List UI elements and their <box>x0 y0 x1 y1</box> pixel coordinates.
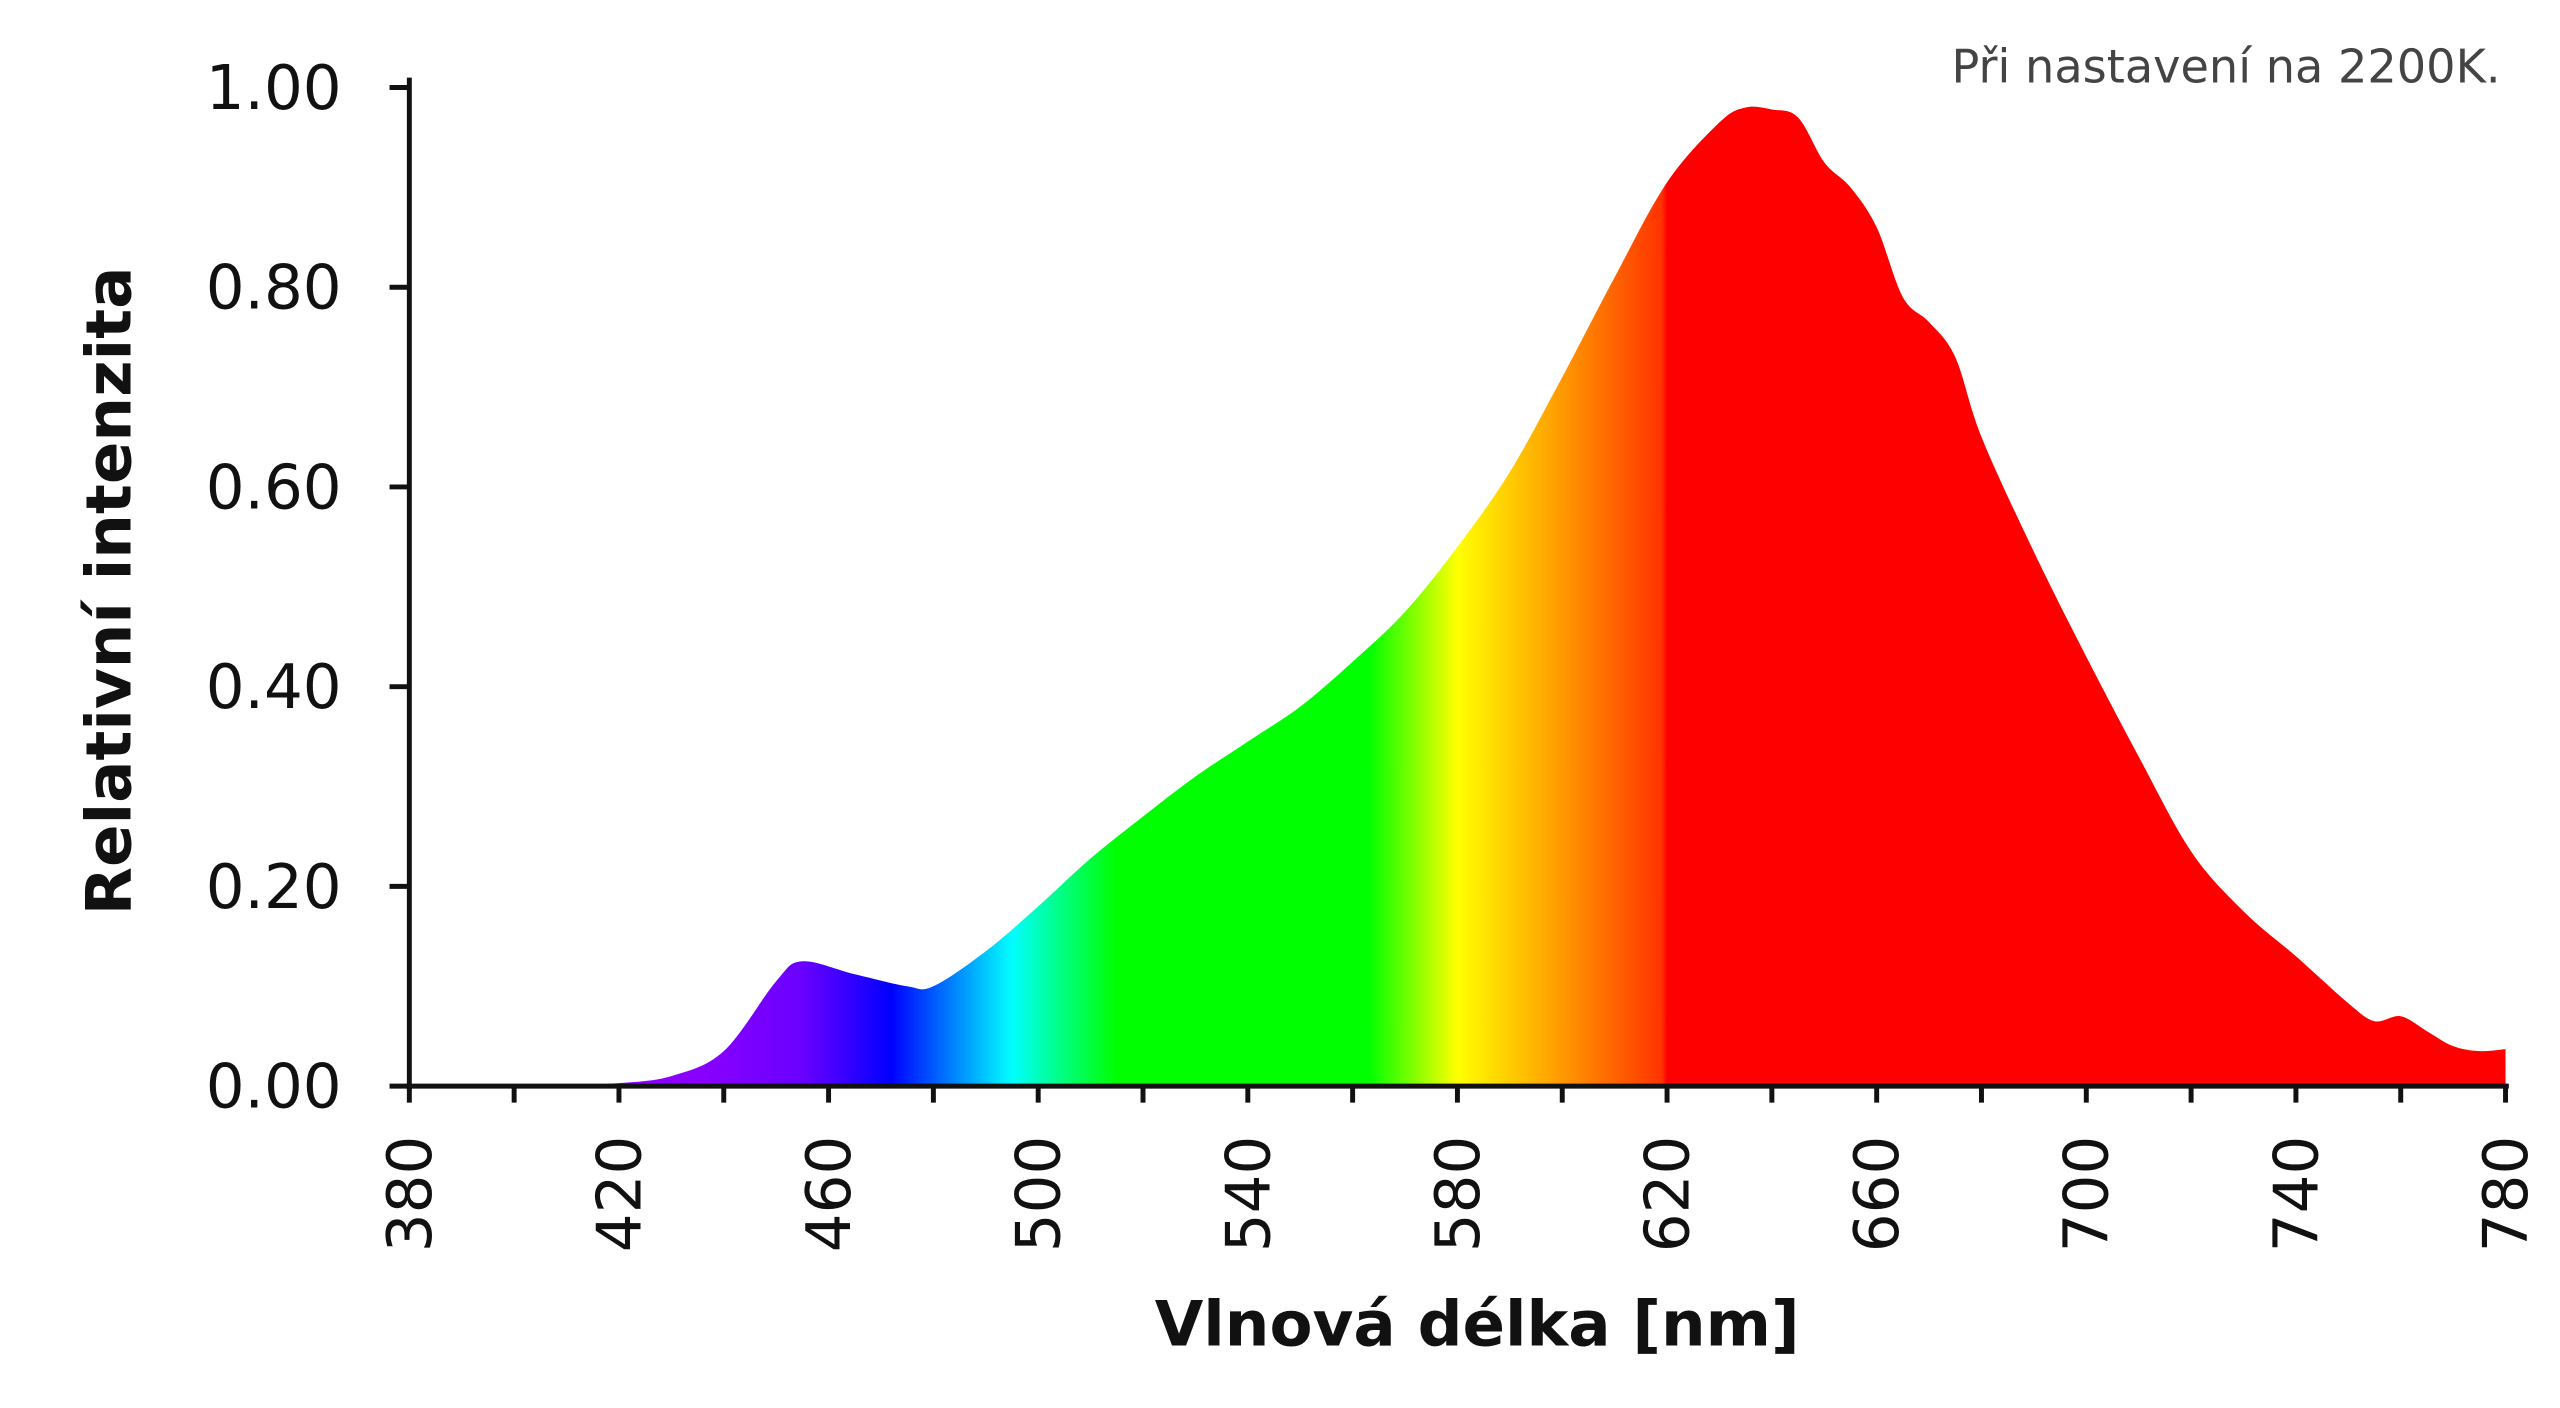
y-tick-label: 0.20 <box>206 852 342 923</box>
y-tick-label: 0.00 <box>206 1052 342 1123</box>
spectrum-area <box>409 106 2506 1087</box>
x-tick-label: 420 <box>584 1136 655 1253</box>
x-axis-title: Vlnová délka [nm] <box>1155 1287 1800 1360</box>
x-tick-label: 740 <box>2261 1136 2332 1253</box>
y-tick-label: 0.40 <box>206 652 342 723</box>
x-tick-label: 460 <box>794 1136 865 1253</box>
y-tick-label: 0.60 <box>206 452 342 523</box>
x-tick-label: 380 <box>375 1136 446 1253</box>
y-tick-label: 0.80 <box>206 253 342 324</box>
x-tick-label: 580 <box>1423 1136 1494 1253</box>
x-tick-label: 660 <box>1842 1136 1913 1253</box>
y-tick-label: 1.00 <box>206 53 342 124</box>
x-tick-label: 620 <box>1633 1136 1704 1253</box>
x-tick-label: 500 <box>1004 1136 1075 1253</box>
x-tick-label: 780 <box>2471 1136 2542 1253</box>
y-axis-title: Relativní intenzita <box>72 267 145 916</box>
x-tick-label: 540 <box>1213 1136 1284 1253</box>
annotation-note: Při nastavení na 2200K. <box>1952 40 2501 94</box>
axes: 0.00 0.20 0.40 0.60 0.80 1.00 380 420 460 500 540 5… <box>206 53 2542 1252</box>
x-tick-label: 700 <box>2052 1136 2123 1253</box>
